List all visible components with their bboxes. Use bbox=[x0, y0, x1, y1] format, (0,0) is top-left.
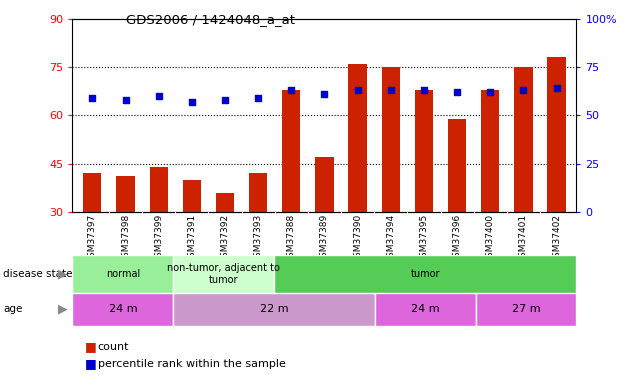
Bar bbox=[72, 255, 173, 292]
Point bbox=[88, 95, 98, 101]
Bar bbox=[216, 193, 234, 212]
Text: GSM37392: GSM37392 bbox=[220, 214, 229, 263]
Point bbox=[353, 87, 363, 93]
Text: ▶: ▶ bbox=[59, 303, 68, 316]
Point bbox=[518, 87, 529, 93]
Text: GSM37394: GSM37394 bbox=[386, 214, 395, 263]
Point bbox=[452, 89, 462, 95]
Bar bbox=[72, 292, 173, 326]
Point bbox=[120, 97, 130, 103]
Text: GSM37400: GSM37400 bbox=[486, 214, 495, 263]
Text: GSM37388: GSM37388 bbox=[287, 214, 296, 263]
Text: 24 m: 24 m bbox=[411, 304, 440, 314]
Point bbox=[220, 97, 230, 103]
Bar bbox=[415, 90, 433, 212]
Point bbox=[154, 93, 164, 99]
Text: tumor: tumor bbox=[411, 269, 440, 279]
Text: GSM37393: GSM37393 bbox=[254, 214, 263, 263]
Bar bbox=[274, 255, 576, 292]
Point bbox=[286, 87, 296, 93]
Text: GSM37397: GSM37397 bbox=[88, 214, 97, 263]
Bar bbox=[282, 90, 301, 212]
Text: count: count bbox=[98, 342, 129, 352]
Point bbox=[419, 87, 429, 93]
Bar bbox=[183, 180, 201, 212]
Bar bbox=[173, 292, 375, 326]
Bar bbox=[249, 173, 267, 212]
Text: GSM37389: GSM37389 bbox=[320, 214, 329, 263]
Text: GSM37391: GSM37391 bbox=[187, 214, 197, 263]
Bar bbox=[481, 90, 500, 212]
Text: GSM37396: GSM37396 bbox=[452, 214, 462, 263]
Text: percentile rank within the sample: percentile rank within the sample bbox=[98, 359, 285, 369]
Bar bbox=[375, 292, 476, 326]
Bar bbox=[547, 57, 566, 212]
Bar bbox=[448, 118, 466, 212]
Text: disease state: disease state bbox=[3, 269, 72, 279]
Point bbox=[386, 87, 396, 93]
Bar bbox=[348, 64, 367, 212]
Text: GSM37402: GSM37402 bbox=[552, 214, 561, 263]
Bar bbox=[83, 173, 101, 212]
Point bbox=[186, 99, 197, 105]
Text: 27 m: 27 m bbox=[512, 304, 541, 314]
Text: GDS2006 / 1424048_a_at: GDS2006 / 1424048_a_at bbox=[126, 13, 295, 26]
Text: ■: ■ bbox=[85, 340, 97, 353]
Bar bbox=[149, 167, 168, 212]
Bar bbox=[117, 177, 135, 212]
Point bbox=[485, 89, 495, 95]
Text: 22 m: 22 m bbox=[260, 304, 289, 314]
Text: GSM37399: GSM37399 bbox=[154, 214, 163, 263]
Bar bbox=[316, 157, 333, 212]
Text: ■: ■ bbox=[85, 357, 97, 370]
Bar bbox=[382, 67, 400, 212]
Text: non-tumor, adjacent to
tumor: non-tumor, adjacent to tumor bbox=[167, 263, 280, 285]
Text: age: age bbox=[3, 304, 23, 314]
Bar bbox=[514, 67, 532, 212]
Text: GSM37398: GSM37398 bbox=[121, 214, 130, 263]
Point bbox=[319, 91, 329, 97]
Bar bbox=[476, 292, 576, 326]
Text: GSM37401: GSM37401 bbox=[519, 214, 528, 263]
Point bbox=[253, 95, 263, 101]
Point bbox=[551, 85, 561, 91]
Text: ▶: ▶ bbox=[59, 267, 68, 280]
Text: 24 m: 24 m bbox=[108, 304, 137, 314]
Text: GSM37395: GSM37395 bbox=[420, 214, 428, 263]
Text: GSM37390: GSM37390 bbox=[353, 214, 362, 263]
Bar bbox=[173, 255, 274, 292]
Text: normal: normal bbox=[106, 269, 140, 279]
